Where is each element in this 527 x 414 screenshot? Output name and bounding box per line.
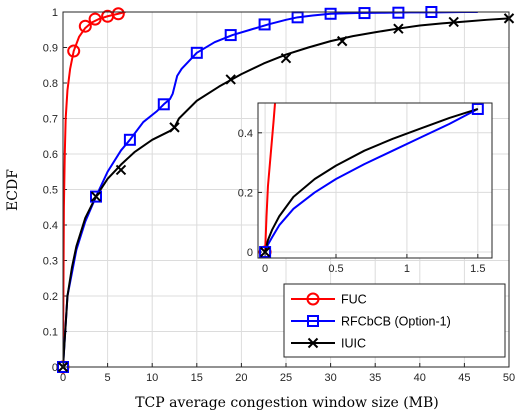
main-marker-rfcbcb-option-1 [224,29,237,42]
main-axes-frame [62,11,510,368]
legend-label-rfcbcb: RFCbCB (Option-1) [341,315,451,329]
legend-marker-fuc [306,292,320,306]
legend-marker-rfcbcb [307,315,319,327]
legend-entry-iuic: IUIC [291,337,366,351]
inset-axes-frame [257,102,493,259]
main-series-line-fuc [63,12,126,367]
main-marker-fuc [78,19,92,33]
inset-y-tick-labels: 0 0.2 0.4 [238,128,253,259]
main-marker-rfcbcb-option-1 [190,46,203,59]
legend-marker-iuic [307,337,319,349]
main-y-tick-label: 0.3 [43,256,58,268]
main-x-tick-label: 50 [503,372,515,384]
legend-entry-rfcbcb: RFCbCB (Option-1) [291,315,451,329]
main-x-tick-label: 10 [146,372,158,384]
inset-x-tick-labels: 0 0.5 1 1.5 [262,263,485,275]
main-marker-rfcbcb-option-1 [258,18,271,31]
main-marker-iuic [393,23,404,34]
main-x-tick-label: 25 [280,372,292,384]
main-y-tick-label: 0.2 [43,291,58,303]
inset-x-tick-label: 1.5 [470,263,485,275]
inset-series-markers [258,102,484,259]
inset-plot: 0 0.5 1 1.5 0 0.2 0.4 [238,102,493,275]
x-axis-label: TCP average congestion window size (MB) [135,395,439,411]
main-y-tick-label: 0.9 [43,43,58,55]
inset-y-tick-label: 0.4 [238,128,253,140]
main-y-tick-label: 0.6 [43,149,58,161]
main-y-tick-label: 0 [52,362,58,374]
main-marker-iuic [225,74,236,85]
inset-y-tick-label: 0 [247,247,253,259]
legend: FUC RFCbCB (Option-1) IUIC [283,283,506,358]
main-marker-iuic [336,35,348,47]
legend-entry-fuc: FUC [291,292,367,307]
main-y-tick-label: 0.4 [43,220,58,232]
main-x-tick-label: 45 [458,372,470,384]
main-x-tick-label: 35 [369,372,381,384]
main-marker-fuc [88,12,102,26]
inset-y-tick-label: 0.2 [238,187,253,199]
main-marker-rfcbcb-option-1 [358,7,371,20]
inset-series-lines [264,103,479,253]
main-series-line-iuic [63,17,509,367]
inset-marker-rfcbcb-option-1 [471,102,484,115]
main-x-tick-label: 0 [60,372,66,384]
inset-series-line-rfcbcb-option-1 [264,108,479,253]
main-marker-iuic [169,122,180,133]
main-y-tick-label: 0.1 [43,327,58,339]
main-x-tick-label: 15 [191,372,203,384]
main-y-tick-label: 0.8 [43,78,58,90]
inset-background [258,103,492,258]
main-marker-iuic [280,52,292,64]
inset-series-line-fuc [264,103,277,253]
main-marker-rfcbcb-option-1 [123,133,136,146]
main-y-tick-label: 1 [52,7,58,19]
main-marker-iuic [115,164,127,176]
legend-label-fuc: FUC [341,293,367,307]
y-axis-label: ECDF [5,169,21,211]
main-y-tick-label: 0.5 [43,185,58,197]
inset-grid [258,103,492,258]
main-marker-iuic [448,16,459,28]
main-x-tick-labels: 0 5 10 15 20 25 30 35 40 45 50 [60,372,515,384]
main-marker-rfcbcb-option-1 [324,7,337,20]
main-marker-iuic [90,191,102,202]
main-marker-fuc [67,44,81,58]
inset-marker-rfcbcb-option-1 [259,246,272,259]
main-x-tick-label: 5 [105,372,111,384]
inset-marker-iuic [259,246,271,258]
main-y-tick-label: 0.7 [43,114,58,126]
main-marker-rfcbcb-option-1 [157,98,170,111]
main-marker-rfcbcb-option-1 [90,190,103,203]
main-marker-rfcbcb-option-1 [392,6,405,19]
legend-label-iuic: IUIC [341,337,366,351]
main-y-tick-labels: 0 0.1 0.2 0.3 0.4 0.5 0.6 0.7 0.8 0.9 1 [43,7,58,374]
inset-series-line-iuic [264,108,479,253]
main-x-tick-label: 20 [235,372,247,384]
main-series-line-rfcbcb-option-1 [63,12,478,367]
inset-x-tick-label: 0.5 [328,263,343,275]
inset-x-tick-label: 0 [262,263,268,275]
main-x-tick-label: 30 [324,372,336,384]
main-x-tick-label: 40 [414,372,426,384]
main-series-lines [63,12,509,367]
inset-x-tick-label: 1 [404,263,410,275]
main-marker-fuc [111,7,125,21]
